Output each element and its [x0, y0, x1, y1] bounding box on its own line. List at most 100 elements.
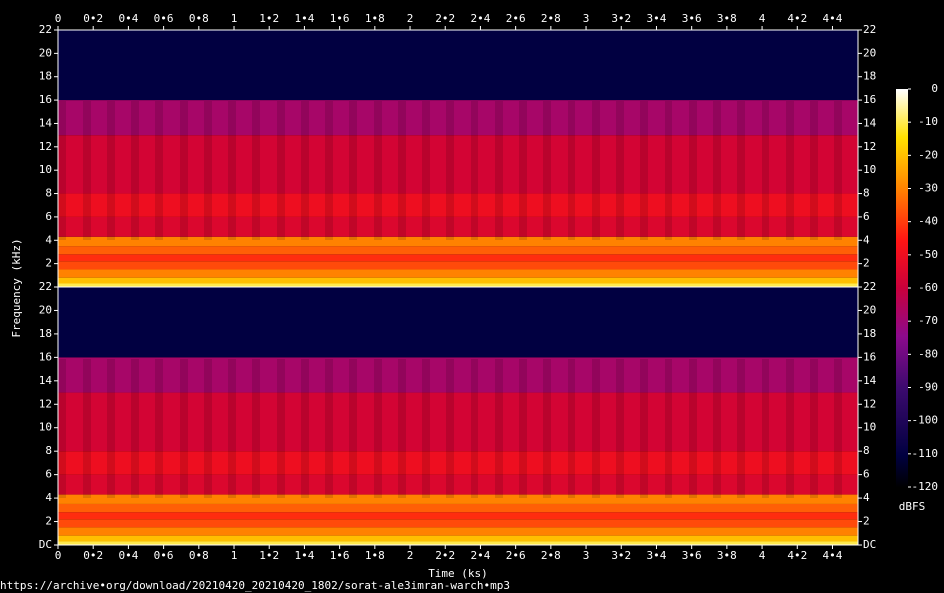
- colorbar-slice: [896, 279, 908, 281]
- x-tick-label: 1•2: [259, 12, 279, 25]
- colorbar-slice: [896, 250, 908, 252]
- y-tick-label: 6: [863, 468, 870, 481]
- colorbar-slice: [896, 96, 908, 98]
- colorbar-slice: [896, 228, 908, 230]
- colorbar-slice: [896, 264, 908, 266]
- colorbar-slice: [896, 232, 908, 234]
- colorbar-slice: [896, 361, 908, 363]
- colorbar-slice: [896, 391, 908, 393]
- spectrum-band: [58, 261, 858, 270]
- colorbar-slice: [896, 89, 908, 91]
- colorbar-slice: [896, 205, 908, 207]
- colorbar-slice: [896, 434, 908, 436]
- colorbar-slice: [896, 251, 908, 253]
- spectrum-band: [58, 254, 858, 262]
- colorbar-slice: [896, 455, 908, 457]
- x-tick-label: 0•8: [189, 549, 209, 562]
- colorbar-slice: [896, 189, 908, 191]
- colorbar-slice: [896, 402, 908, 404]
- colorbar-slice: [896, 468, 908, 470]
- colorbar-slice: [896, 167, 908, 169]
- colorbar-slice: [896, 145, 908, 147]
- colorbar-slice: [896, 319, 908, 321]
- colorbar-slice: [896, 346, 908, 348]
- x-tick-label: 2•2: [435, 12, 455, 25]
- colorbar-slice: [896, 275, 908, 277]
- y-tick-label: 10: [39, 163, 52, 176]
- colorbar-slice: [896, 217, 908, 219]
- colorbar-slice: [896, 388, 908, 390]
- colorbar-slice: [896, 332, 908, 334]
- colorbar-slice: [896, 247, 908, 249]
- colorbar-slice: [896, 407, 908, 409]
- spectrum-band: [58, 474, 858, 495]
- colorbar-slice: [896, 392, 908, 394]
- colorbar-slice: [896, 453, 908, 455]
- y-tick-label: 8: [863, 444, 870, 457]
- colorbar-slice: [896, 134, 908, 136]
- colorbar-slice: [896, 344, 908, 346]
- spectrum-band: [58, 283, 858, 287]
- colorbar-slice: [896, 271, 908, 273]
- x-tick-label: 4•4: [823, 549, 843, 562]
- colorbar-slice: [896, 366, 908, 368]
- y-tick-label: 12: [39, 140, 52, 153]
- colorbar-slice: [896, 369, 908, 371]
- colorbar-slice: [896, 259, 908, 261]
- x-axis-label: Time (ks): [428, 567, 488, 580]
- spectrum-band: [58, 269, 858, 278]
- colorbar-tick-label: -10: [918, 115, 938, 128]
- colorbar-slice: [896, 210, 908, 212]
- colorbar-slice: [896, 158, 908, 160]
- colorbar-slice: [896, 112, 908, 114]
- x-tick-label: 0•2: [83, 12, 103, 25]
- colorbar-slice: [896, 123, 908, 125]
- colorbar-tick-label: 0: [931, 82, 938, 95]
- x-tick-label: 4•4: [823, 12, 843, 25]
- y-tick-label: 22: [39, 23, 52, 36]
- y-tick-label: 12: [863, 140, 876, 153]
- colorbar-slice: [896, 425, 908, 427]
- spectrum-band: [58, 236, 858, 247]
- colorbar-slice: [896, 462, 908, 464]
- colorbar-slice: [896, 277, 908, 279]
- colorbar-slice: [896, 168, 908, 170]
- colorbar-slice: [896, 105, 908, 107]
- colorbar-slice: [896, 371, 908, 373]
- colorbar-slice: [896, 130, 908, 132]
- colorbar-tick-label: -90: [918, 381, 938, 394]
- colorbar-slice: [896, 137, 908, 139]
- colorbar-slice: [896, 360, 908, 362]
- x-tick-label: 0: [55, 549, 62, 562]
- colorbar-slice: [896, 194, 908, 196]
- colorbar-slice: [896, 171, 908, 173]
- colorbar-slice: [896, 429, 908, 431]
- spectrum-band: [58, 287, 858, 358]
- colorbar-slice: [896, 286, 908, 288]
- colorbar-slice: [896, 190, 908, 192]
- colorbar-slice: [896, 257, 908, 259]
- colorbar-slice: [896, 433, 908, 435]
- colorbar-slice: [896, 104, 908, 106]
- colorbar-slice: [896, 367, 908, 369]
- colorbar-slice: [896, 287, 908, 289]
- colorbar-slice: [896, 244, 908, 246]
- colorbar-slice: [896, 463, 908, 465]
- colorbar-slice: [896, 370, 908, 372]
- colorbar-slice: [896, 106, 908, 108]
- colorbar-slice: [896, 401, 908, 403]
- y-tick-label: 22: [39, 280, 52, 293]
- colorbar-slice: [896, 449, 908, 451]
- colorbar-slice: [896, 272, 908, 274]
- colorbar-slice: [896, 164, 908, 166]
- x-tick-label: 4: [759, 12, 766, 25]
- x-tick-label: 2•2: [435, 549, 455, 562]
- colorbar-slice: [896, 211, 908, 213]
- colorbar-slice: [896, 323, 908, 325]
- colorbar-slice: [896, 162, 908, 164]
- y-tick-label: 18: [863, 70, 876, 83]
- colorbar-slice: [896, 423, 908, 425]
- colorbar-slice: [896, 441, 908, 443]
- colorbar-slice: [896, 98, 908, 100]
- colorbar-slice: [896, 409, 908, 411]
